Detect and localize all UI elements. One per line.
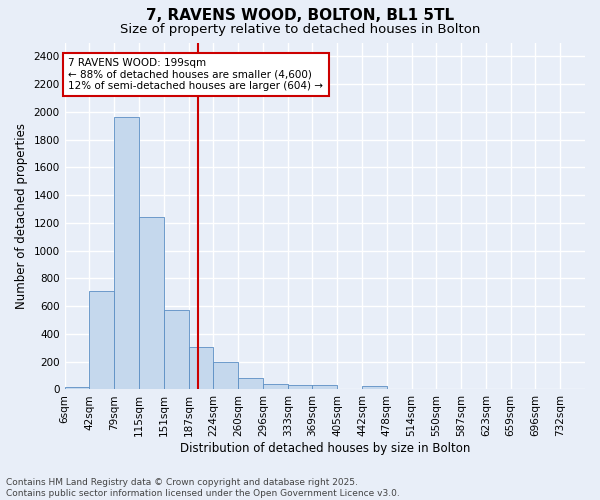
Bar	[139, 218, 164, 390]
Bar	[263, 384, 287, 390]
Bar	[214, 362, 238, 390]
Bar	[238, 378, 263, 390]
Text: 7, RAVENS WOOD, BOLTON, BL1 5TL: 7, RAVENS WOOD, BOLTON, BL1 5TL	[146, 8, 454, 22]
Bar	[313, 386, 337, 390]
Text: 7 RAVENS WOOD: 199sqm
← 88% of detached houses are smaller (4,600)
12% of semi-d: 7 RAVENS WOOD: 199sqm ← 88% of detached …	[68, 58, 323, 91]
Bar	[164, 310, 188, 390]
Bar	[188, 347, 214, 390]
Bar	[114, 118, 139, 390]
Y-axis label: Number of detached properties: Number of detached properties	[15, 123, 28, 309]
X-axis label: Distribution of detached houses by size in Bolton: Distribution of detached houses by size …	[179, 442, 470, 455]
Bar	[287, 386, 313, 390]
Text: Contains HM Land Registry data © Crown copyright and database right 2025.
Contai: Contains HM Land Registry data © Crown c…	[6, 478, 400, 498]
Bar	[65, 388, 89, 390]
Text: Size of property relative to detached houses in Bolton: Size of property relative to detached ho…	[120, 22, 480, 36]
Bar	[362, 386, 387, 390]
Bar	[89, 291, 114, 390]
